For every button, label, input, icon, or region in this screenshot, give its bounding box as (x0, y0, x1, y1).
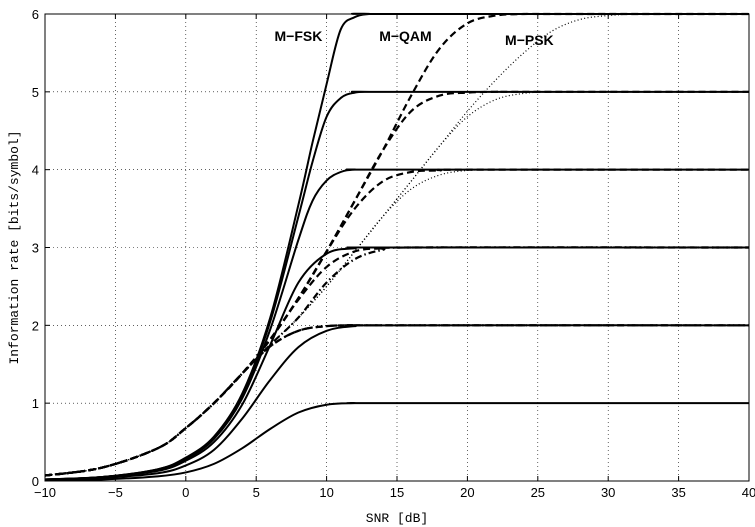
y-tick-label: 3 (32, 241, 39, 256)
annotation-label: M−PSK (505, 32, 554, 48)
x-tick-label: 30 (601, 485, 615, 500)
y-tick-label: 6 (32, 7, 39, 22)
x-tick-label: 0 (182, 485, 189, 500)
series-line-m-fsk-4 (44, 90, 749, 481)
series-line-m-qam-7 (44, 246, 750, 477)
tick-labels: −10 −5 0 5 10 15 20 25 30 35 40 0 1 2 3 4 5 6 (32, 7, 755, 500)
annotation-label: M−FSK (275, 28, 323, 44)
series-line-m-fsk-0 (44, 402, 749, 482)
series-line-m-fsk-1 (44, 324, 750, 481)
annotations: M−FSK M−QAM M−PSK (275, 28, 554, 48)
x-tick-label: −5 (108, 485, 123, 500)
series-line-m-psk-11 (44, 324, 749, 477)
y-tick-label: 1 (32, 396, 39, 411)
tick-marks (44, 13, 750, 482)
x-tick-label: 35 (671, 485, 685, 500)
series-line-m-qam-6 (44, 324, 749, 477)
x-tick-label: 20 (460, 485, 474, 500)
x-tick-label: 15 (390, 485, 404, 500)
series-line-m-psk-14 (44, 91, 749, 477)
x-tick-label: 10 (319, 485, 333, 500)
series-layer (44, 12, 750, 482)
x-tick-label: 5 (253, 485, 260, 500)
series-line-m-qam-9 (44, 90, 749, 477)
series-line-m-psk-12 (44, 246, 750, 477)
y-tick-label: 2 (32, 318, 39, 333)
y-tick-label: 4 (32, 163, 39, 178)
x-tick-label: 25 (531, 485, 545, 500)
x-tick-label: −10 (34, 485, 56, 500)
y-axis-label: Information rate [bits/symbol] (7, 130, 22, 364)
y-tick-label: 0 (32, 474, 39, 489)
series-line-m-psk-15 (44, 13, 749, 477)
y-tick-label: 5 (32, 85, 39, 100)
x-tick-label: 40 (742, 485, 755, 500)
annotation-label: M−QAM (379, 28, 432, 44)
x-axis-label: SNR [dB] (366, 511, 428, 526)
